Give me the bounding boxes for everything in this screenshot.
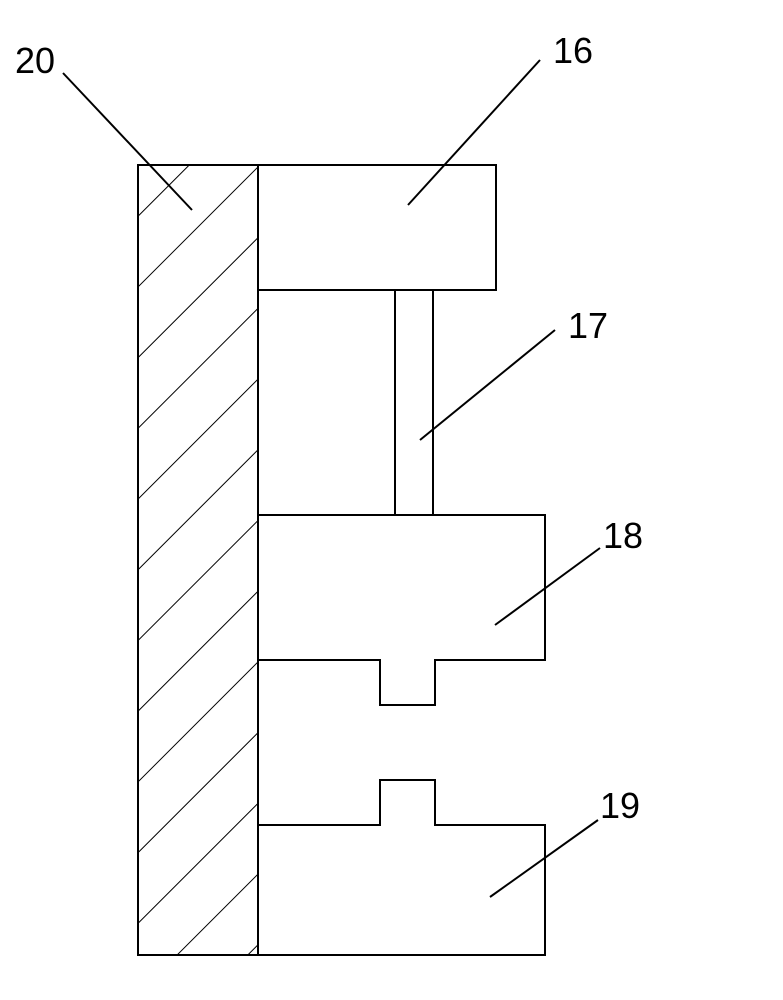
label-18: 18	[603, 515, 643, 557]
technical-diagram	[0, 0, 783, 1000]
label-16: 16	[553, 30, 593, 72]
label-17: 17	[568, 305, 608, 347]
label-20: 20	[15, 40, 55, 82]
label-19: 19	[600, 785, 640, 827]
